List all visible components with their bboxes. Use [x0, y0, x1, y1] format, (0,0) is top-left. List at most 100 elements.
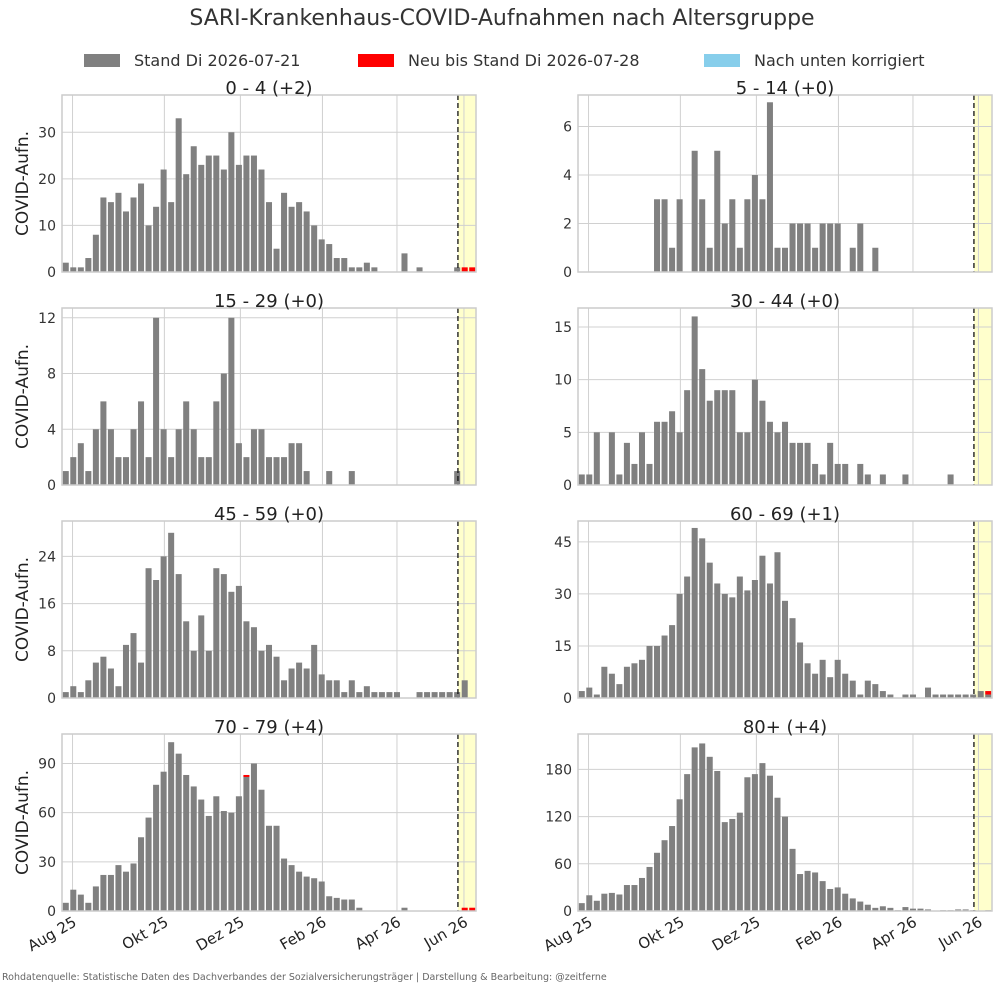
bar-stand — [804, 442, 811, 485]
bar-stand — [909, 908, 916, 911]
bar-stand — [842, 673, 849, 698]
bar-stand — [348, 471, 355, 485]
bar-stand — [138, 183, 145, 272]
bar-stand — [812, 872, 819, 911]
bar-stand — [714, 770, 721, 911]
bar-stand — [631, 663, 638, 698]
bar-stand — [213, 155, 220, 272]
y-tick-label: 0 — [563, 691, 572, 707]
panel-title: 45 - 59 (+0) — [214, 504, 324, 525]
bar-stand — [962, 909, 969, 911]
bar-stand — [273, 825, 280, 911]
bar-stand — [145, 457, 152, 485]
bar-stand — [661, 199, 668, 272]
bar-stand — [857, 694, 864, 698]
bar-stand — [819, 474, 826, 485]
bar-stand — [281, 858, 288, 911]
plot-frame — [577, 520, 993, 699]
bar-stand — [424, 692, 431, 698]
bar-stand — [100, 656, 107, 698]
bar-stand — [623, 885, 630, 911]
bar-stand — [586, 687, 593, 698]
bar-stand — [759, 763, 766, 911]
bar-stand — [593, 694, 600, 698]
bar-stand — [797, 223, 804, 272]
bar-stand — [759, 400, 766, 485]
bar-stand — [616, 894, 623, 911]
bar-stand — [213, 796, 220, 911]
bar-stand — [265, 457, 273, 485]
bar-stand — [333, 258, 340, 272]
bar-stand — [220, 811, 227, 911]
bar-stand — [872, 247, 879, 272]
y-tick-label: 120 — [545, 810, 572, 826]
bar-stand — [363, 262, 370, 272]
bar-stand — [827, 223, 834, 272]
y-axis-label: COVID-Aufn. — [13, 131, 33, 236]
bar-stand — [265, 644, 273, 698]
bar-stand — [684, 390, 691, 485]
bar-stand — [318, 881, 325, 911]
legend: Stand Di 2026-07-21 Neu bis Stand Di 202… — [0, 48, 1004, 72]
bar-stand — [781, 816, 789, 911]
bar-stand — [70, 457, 77, 485]
bar-stand — [654, 645, 661, 698]
y-tick-label: 15 — [554, 639, 572, 655]
bar-stand — [812, 247, 819, 272]
bar-stand — [296, 871, 303, 911]
bar-stand — [706, 247, 713, 272]
bar-stand — [631, 885, 638, 911]
bar-stand — [676, 799, 683, 911]
bar-stand — [153, 317, 160, 485]
bar-stand — [100, 401, 107, 485]
bar-stand — [586, 895, 593, 911]
bar-stand — [714, 583, 721, 698]
y-tick-label: 180 — [545, 762, 572, 778]
bar-stand — [386, 692, 393, 698]
bar-stand — [721, 822, 728, 911]
bar-stand — [925, 909, 932, 911]
bar-stand — [273, 248, 280, 272]
bar-stand — [281, 457, 288, 485]
bar-stand — [228, 317, 235, 485]
bar-stand — [243, 776, 250, 911]
y-tick-label: 4 — [563, 168, 572, 184]
bar-stand — [288, 668, 295, 698]
panel-title: 0 - 4 (+2) — [225, 78, 312, 99]
y-tick-label: 0 — [563, 478, 572, 494]
y-tick-label: 0 — [47, 265, 56, 281]
bar-stand — [804, 223, 811, 272]
bar-stand — [736, 432, 743, 485]
bar-stand — [797, 442, 804, 485]
figure-title: SARI-Krankenhaus-COVID-Aufnahmen nach Al… — [189, 6, 815, 31]
bar-stand — [985, 694, 992, 698]
bar-stand — [857, 463, 864, 485]
bar-stand — [130, 863, 137, 911]
bar-stand — [887, 694, 894, 698]
bar-stand — [446, 692, 453, 698]
shaded-region — [973, 521, 992, 698]
bar-stand — [160, 429, 167, 485]
bar-stand — [371, 692, 378, 698]
bar-stand — [303, 876, 310, 911]
bar-stand — [296, 443, 303, 485]
bar-stand — [781, 600, 789, 698]
bar-stand — [766, 102, 773, 272]
bar-stand — [661, 635, 668, 698]
y-axis-label: COVID-Aufn. — [13, 770, 33, 875]
bar-stand — [947, 694, 954, 698]
shaded-region — [973, 95, 992, 272]
bar-stand — [616, 474, 623, 485]
bar-stand — [684, 774, 691, 911]
bar-stand — [834, 659, 841, 698]
bar-stand — [183, 401, 190, 485]
bar-stand — [92, 662, 99, 698]
bar-stand — [454, 471, 461, 485]
bar-stand — [235, 585, 242, 698]
bar-stand — [646, 463, 653, 485]
bar-stand — [661, 840, 668, 911]
bar-stand — [676, 199, 683, 272]
bar-stand — [729, 390, 736, 485]
bar-stand — [902, 907, 909, 911]
x-tick-label: Jun 26 — [420, 913, 471, 953]
